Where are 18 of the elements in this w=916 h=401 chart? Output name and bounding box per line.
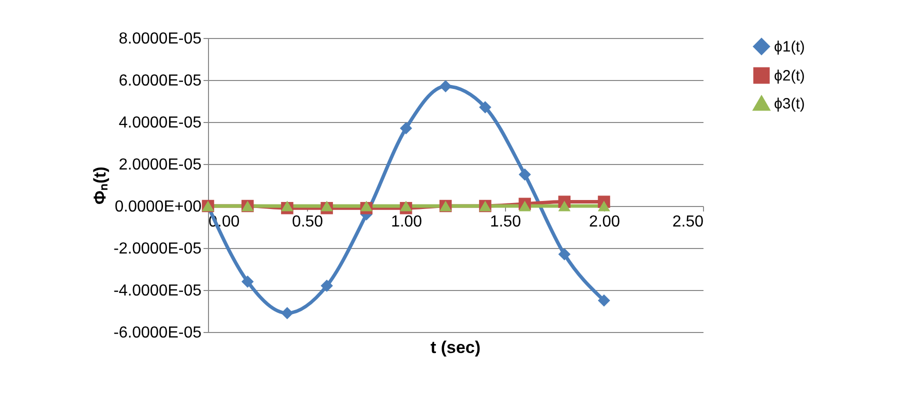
legend-label: ϕ2(t) xyxy=(774,68,805,84)
legend-label: ϕ3(t) xyxy=(774,96,805,112)
y-tick-label: 8.0000E-05 xyxy=(118,30,202,48)
x-tick-label: 2.00 xyxy=(588,214,620,230)
y-tick-label: -4.0000E-05 xyxy=(113,282,202,300)
x-tick-label: 0.50 xyxy=(292,214,324,230)
x-tick-label: 1.00 xyxy=(390,214,422,230)
y-tick-label: 4.0000E-05 xyxy=(118,114,202,132)
legend-label: ϕ1(t) xyxy=(774,38,805,56)
x-tick-label: 1.50 xyxy=(490,214,522,230)
x-axis-title: t (sec) xyxy=(430,338,481,357)
y-tick-label: -6.0000E-05 xyxy=(113,324,202,342)
x-tick-label: 2.50 xyxy=(672,214,704,230)
y-tick-label: 6.0000E-05 xyxy=(118,72,202,90)
y-tick-label: -2.0000E-05 xyxy=(113,240,202,258)
y-axis-title: Φₙ(t) xyxy=(90,166,110,204)
y-tick-label: 0.0000E+00 xyxy=(114,198,202,216)
y-tick-label: 2.0000E-05 xyxy=(118,156,202,174)
